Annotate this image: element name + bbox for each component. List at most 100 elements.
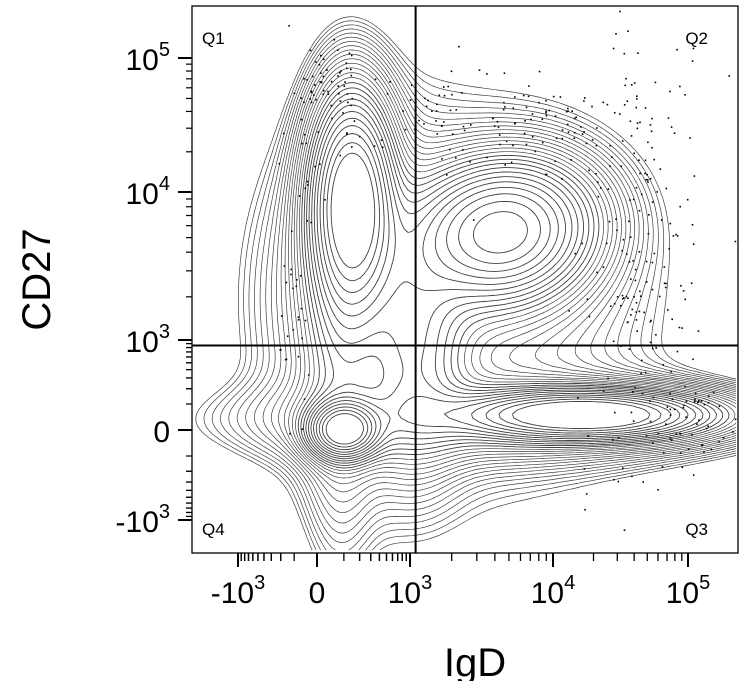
- outlier-dot: [303, 133, 306, 136]
- outlier-dot: [628, 220, 630, 223]
- outlier-dot: [637, 52, 639, 54]
- outlier-dot: [462, 125, 465, 128]
- outlier-dot: [373, 145, 376, 147]
- outlier-dot: [625, 77, 627, 80]
- outlier-dot: [678, 326, 681, 329]
- outlier-dot: [525, 143, 528, 146]
- outlier-dot: [545, 99, 547, 102]
- outlier-dot: [617, 436, 620, 439]
- outlier-dot: [566, 123, 569, 126]
- outlier-dot: [675, 433, 678, 435]
- outlier-dot: [503, 101, 505, 104]
- contour-level: [295, 77, 736, 472]
- outlier-dot: [659, 168, 662, 170]
- outlier-dot: [331, 117, 333, 120]
- contour-level: [325, 152, 651, 445]
- outlier-dot: [353, 120, 356, 122]
- outlier-dot: [338, 92, 340, 95]
- outlier-dot: [337, 75, 339, 77]
- outlier-dot: [685, 400, 688, 403]
- outlier-dot: [633, 82, 636, 84]
- outlier-dot: [588, 169, 590, 172]
- outlier-dot: [667, 117, 670, 119]
- outlier-dot: [527, 95, 530, 98]
- outlier-dot: [583, 131, 585, 133]
- outlier-dot: [381, 146, 384, 149]
- outlier-dot: [645, 260, 648, 263]
- contour-level: [253, 45, 737, 524]
- contour-level: [310, 110, 697, 458]
- contour-level: [262, 49, 737, 514]
- outlier-dot: [669, 408, 672, 411]
- outlier-dot: [541, 118, 544, 121]
- outlier-dot: [669, 222, 672, 225]
- outlier-dot: [626, 321, 629, 324]
- outlier-dot: [684, 94, 686, 96]
- outlier-dot: [665, 423, 667, 425]
- outlier-dot: [413, 128, 416, 131]
- outlier-dot: [463, 129, 466, 132]
- outlier-dot: [330, 80, 333, 83]
- outlier-dot: [648, 214, 650, 216]
- outlier-dot: [634, 386, 636, 389]
- outlier-dot: [297, 316, 300, 318]
- outlier-dot: [588, 315, 591, 318]
- outlier-dot: [342, 112, 344, 114]
- outlier-dot: [636, 127, 639, 130]
- outlier-dot: [309, 98, 311, 100]
- outlier-dot: [630, 135, 633, 137]
- outlier-dot: [622, 467, 624, 470]
- outlier-dot: [497, 126, 500, 128]
- outlier-dot: [645, 281, 648, 283]
- outlier-dot: [635, 319, 638, 321]
- outlier-dot: [389, 81, 391, 83]
- outlier-dot: [333, 39, 336, 41]
- outlier-dot: [615, 33, 617, 35]
- outlier-dot: [650, 319, 652, 322]
- outlier-dot: [649, 124, 652, 126]
- outlier-dot: [628, 261, 631, 263]
- outlier-dot: [631, 308, 634, 311]
- outlier-dot: [632, 391, 634, 393]
- outlier-dot: [374, 78, 377, 81]
- outlier-dot: [326, 69, 328, 71]
- outlier-dot: [492, 117, 494, 119]
- y-tick-label: 0: [153, 416, 170, 449]
- outlier-dot: [514, 123, 516, 125]
- outlier-dot: [596, 271, 598, 274]
- outlier-dot: [455, 109, 458, 111]
- outlier-dot: [612, 340, 615, 343]
- outlier-dot: [571, 110, 573, 112]
- outlier-dot: [443, 86, 445, 88]
- outlier-dot: [642, 481, 644, 483]
- outlier-dot: [595, 173, 597, 175]
- outlier-dot: [644, 371, 647, 374]
- contour-level: [305, 98, 711, 462]
- outlier-dot: [697, 401, 699, 404]
- outlier-dot: [682, 406, 685, 409]
- outlier-dot: [554, 115, 557, 117]
- outlier-dot: [584, 508, 586, 511]
- outlier-dot: [623, 104, 626, 106]
- outlier-dot: [602, 101, 605, 104]
- outlier-dot: [614, 411, 616, 414]
- outlier-dot: [607, 188, 610, 190]
- outlier-dot: [670, 126, 673, 128]
- x-axis-label: IgD: [444, 641, 506, 681]
- outlier-dot: [306, 79, 308, 81]
- outlier-dot: [655, 347, 657, 349]
- outlier-dot: [586, 298, 589, 300]
- outlier-dot: [631, 84, 633, 86]
- outlier-dot: [587, 435, 590, 437]
- outlier-dot: [640, 295, 642, 297]
- outlier-dot: [667, 309, 669, 311]
- outlier-dot: [656, 191, 658, 193]
- outlier-dot: [651, 261, 654, 264]
- outlier-dot: [669, 437, 672, 440]
- outlier-dot: [611, 439, 614, 441]
- contour-lines: [195, 16, 737, 551]
- outlier-dot: [574, 252, 577, 255]
- outlier-dot: [635, 186, 638, 189]
- outlier-dot: [306, 220, 309, 222]
- quadrant-labels: Q1 Q2 Q3 Q4: [202, 29, 708, 539]
